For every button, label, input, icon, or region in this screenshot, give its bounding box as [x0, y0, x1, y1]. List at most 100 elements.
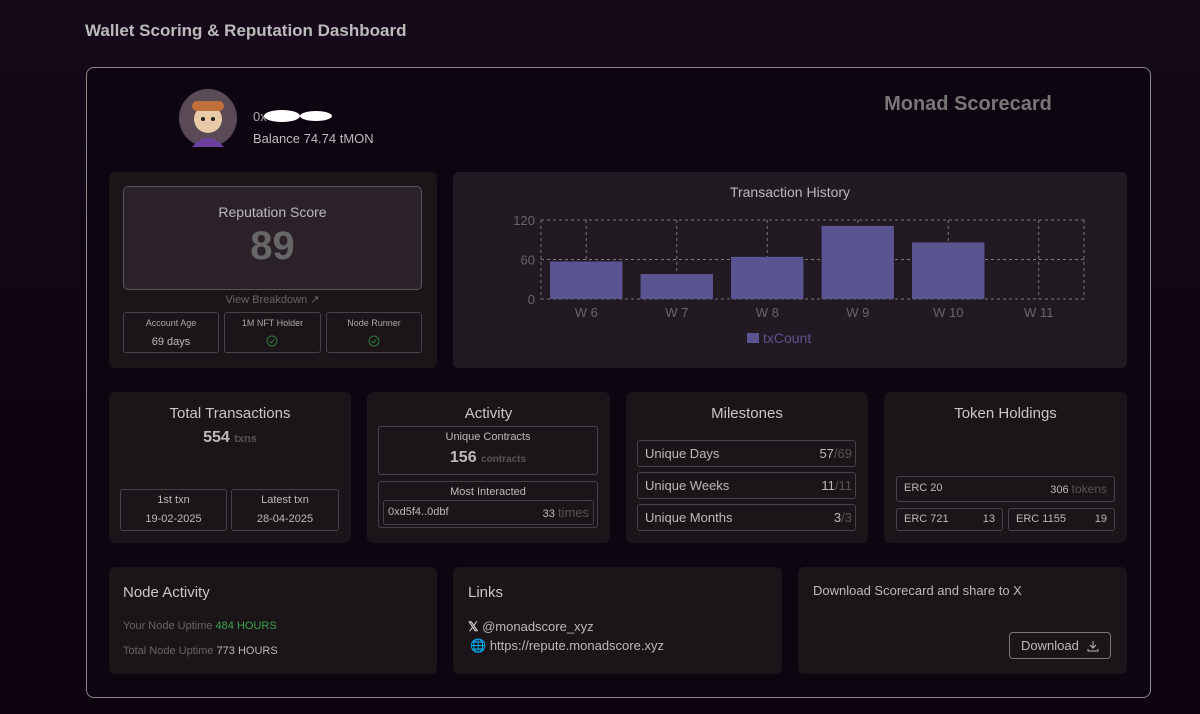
- latest-txn-box: [231, 489, 339, 531]
- milestone-value: 57/69: [819, 446, 852, 461]
- most-interacted-box: [378, 481, 598, 528]
- badge-value: 69 days: [151, 336, 191, 348]
- milestone-label: Unique Days: [645, 446, 720, 461]
- download-button[interactable]: Download: [1009, 632, 1111, 659]
- x-tick-label: W 8: [756, 305, 779, 320]
- total-tx-value: 554: [203, 429, 230, 446]
- address: 0x: [253, 109, 267, 124]
- milestone-label: Unique Weeks: [645, 478, 730, 493]
- badge-label: Account Age: [145, 318, 197, 328]
- x-link[interactable]: 𝕏 @monadscore_xyz: [468, 619, 594, 634]
- erc20-label: ERC 20: [904, 482, 943, 494]
- page-title: Wallet Scoring & Reputation Dashboard: [85, 21, 407, 40]
- activity-card: [367, 392, 610, 543]
- x-tick-label: W 11: [1024, 305, 1053, 320]
- erc721-value: 13: [982, 513, 995, 525]
- total-uptime-value: 773 HOURS: [216, 645, 278, 657]
- erc1155-value: 19: [1094, 513, 1107, 525]
- latest-txn-label: Latest txn: [261, 494, 309, 506]
- links-card: [453, 567, 782, 674]
- reputation-box: [123, 186, 422, 290]
- y-tick-label: 120: [513, 213, 535, 228]
- bar: [550, 261, 623, 299]
- card-title: Milestones: [711, 405, 783, 422]
- web-link[interactable]: 🌐 https://repute.monadscore.xyz: [470, 638, 664, 653]
- most-interacted-count: 33 times: [543, 505, 589, 520]
- total-transactions-card: [109, 392, 351, 543]
- milestone-label: Unique Months: [645, 510, 733, 525]
- download-icon[interactable]: [1087, 640, 1099, 652]
- view-breakdown[interactable]: View Breakdown ↗: [225, 294, 320, 306]
- card-title: Node Activity: [123, 584, 210, 601]
- milestone-count: 11: [821, 478, 835, 493]
- y-tick-label: 0: [528, 292, 535, 307]
- milestones-card: [626, 392, 868, 543]
- milestone-count: 3: [833, 510, 842, 525]
- latest-txn-date: 28-04-2025: [256, 513, 314, 525]
- avatar: [179, 89, 237, 147]
- x-tick-label: W 9: [846, 305, 869, 320]
- your-uptime-value: 484 HOURS: [215, 620, 277, 632]
- erc20: 306 tokens: [1050, 482, 1107, 496]
- x-tick-label: W 7: [665, 305, 688, 320]
- milestone-count: 57: [819, 446, 834, 461]
- bar: [912, 242, 985, 299]
- erc1155-label: ERC 1155: [1016, 513, 1066, 525]
- unique-contracts: 156 contracts: [378, 449, 598, 467]
- bar: [640, 273, 713, 299]
- your-uptime: Your Node Uptime 484 HOURS: [123, 620, 277, 632]
- most-interacted-label: Most Interacted: [450, 486, 526, 498]
- address-redaction: [264, 110, 332, 122]
- most-interacted-address: 0xd5f4..0dbf: [388, 506, 449, 518]
- unique-contracts-box: [378, 426, 598, 475]
- check-icon: [266, 335, 278, 347]
- token-holdings-card: [884, 392, 1127, 543]
- total-tx: 554 txns: [109, 429, 351, 447]
- bar: [821, 225, 894, 299]
- transaction-chart: Transaction History 0 60 120 W 6 W 7 W 8 W 9 W …: [513, 184, 1085, 346]
- download-button-text[interactable]: Download: [1021, 638, 1079, 653]
- milestone-row: [637, 440, 856, 467]
- card-title: Links: [468, 584, 504, 601]
- total-uptime: Total Node Uptime 773 HOURS: [123, 645, 278, 657]
- most-interacted-value: 33: [542, 508, 555, 520]
- first-txn-box: [120, 489, 227, 531]
- most-interacted-unit: times: [557, 505, 589, 520]
- unique-contracts-label: Unique Contracts: [445, 431, 531, 443]
- total-uptime-label: Total Node Uptime: [123, 645, 214, 657]
- node-activity-card: [109, 567, 437, 674]
- badge: [123, 312, 219, 353]
- milestone-row: [637, 472, 856, 499]
- milestone-total: /69: [833, 446, 852, 461]
- milestone-total: /11: [834, 478, 852, 493]
- badge: [326, 312, 422, 353]
- badge-label: 1M NFT Holder: [241, 318, 304, 328]
- erc721-box: [896, 508, 1003, 531]
- card-title: Token Holdings: [954, 405, 1057, 422]
- card-title: Activity: [464, 405, 513, 422]
- your-uptime-label: Your Node Uptime: [123, 620, 213, 632]
- web-link-text[interactable]: https://repute.monadscore.xyz: [489, 638, 664, 653]
- erc1155-box: [1008, 508, 1115, 531]
- reputation-title: Reputation Score: [218, 204, 327, 220]
- x-tick-label: W 6: [575, 305, 598, 320]
- x-link-text[interactable]: @monadscore_xyz: [482, 619, 594, 634]
- milestone-value: 11/11: [821, 478, 852, 493]
- bar: [731, 256, 804, 299]
- unique-contracts-value: 156: [449, 449, 477, 466]
- erc20-box: [896, 476, 1115, 502]
- badge-label: Node Runner: [347, 318, 401, 328]
- legend-swatch: [747, 333, 759, 343]
- erc20-value: 306: [1050, 484, 1069, 496]
- balance: Balance 74.74 tMON: [253, 131, 374, 146]
- total-tx-unit: txns: [234, 433, 257, 445]
- legend-label: txCount: [763, 330, 811, 346]
- reputation-score: 89: [250, 224, 295, 268]
- most-interacted-inner: [383, 500, 594, 525]
- download-card: [798, 567, 1127, 674]
- view-breakdown-text[interactable]: View Breakdown: [225, 294, 308, 306]
- first-txn-label: 1st txn: [157, 494, 190, 506]
- erc721-label: ERC 721: [904, 513, 949, 525]
